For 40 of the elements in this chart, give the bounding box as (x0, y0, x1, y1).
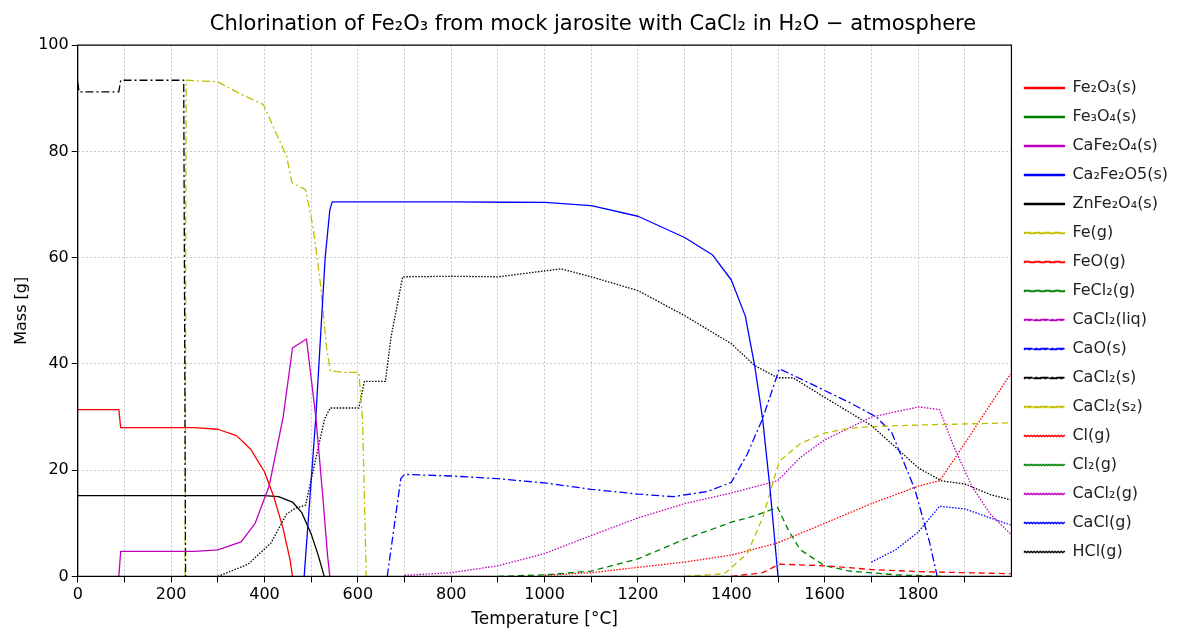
y-tick-label: 0 (58, 565, 69, 585)
y-tick-label: 40 (48, 353, 69, 373)
legend-label: CaCl₂(g) (1072, 483, 1139, 503)
legend-label: Ca₂Fe₂O5(s) (1072, 164, 1169, 184)
y-tick-label: 60 (48, 246, 69, 266)
x-tick-label: 600 (342, 584, 374, 604)
x-tick-label: 800 (435, 584, 467, 604)
x-tick-label: 200 (155, 584, 187, 604)
legend-label: CaFe₂O₄(s) (1072, 135, 1158, 155)
legend-label: Cl(g) (1072, 425, 1111, 445)
y-tick-label: 20 (48, 459, 69, 479)
y-axis-title: Mass [g] (10, 276, 30, 345)
y-tick-label: 80 (48, 140, 69, 160)
legend-label: CaCl₂(s) (1072, 367, 1137, 387)
line-series (403, 406, 1012, 576)
line-series (184, 79, 367, 577)
line-series (730, 563, 1012, 577)
legend-label: FeCl₂(g) (1072, 280, 1136, 300)
line-series (543, 373, 1012, 576)
x-tick-label: 0 (72, 584, 83, 604)
legend-label: Fe₃O₄(s) (1072, 106, 1137, 126)
legend-label: ZnFe₂O₄(s) (1072, 193, 1158, 213)
legend-label: CaCl₂(liq) (1072, 309, 1147, 329)
legend-label: FeO(g) (1072, 251, 1126, 271)
x-tick-label: 1000 (524, 584, 565, 604)
legend-label: Fe₂O₃(s) (1072, 77, 1137, 97)
legend-label: HCl(g) (1072, 541, 1123, 561)
x-tick-label: 1600 (804, 584, 846, 604)
legend-label: CaCl(g) (1072, 512, 1132, 532)
y-tick-label: 100 (38, 34, 69, 54)
x-tick-label: 1400 (710, 584, 752, 604)
x-tick-label: 1200 (617, 584, 659, 604)
x-axis-title: Temperature [°C] (470, 608, 618, 629)
legend-label: Cl₂(g) (1072, 454, 1118, 474)
chart-title: Chlorination of Fe₂O₃ from mock jarosite with CaCl₂ in H₂O − atmosphere (209, 11, 977, 36)
legend-label: CaCl₂(s₂) (1072, 396, 1143, 416)
legend-label: Fe(g) (1072, 222, 1114, 242)
x-tick-label: 1800 (897, 584, 939, 604)
x-tick-label: 400 (249, 584, 280, 604)
legend-label: CaO(s) (1072, 338, 1127, 358)
